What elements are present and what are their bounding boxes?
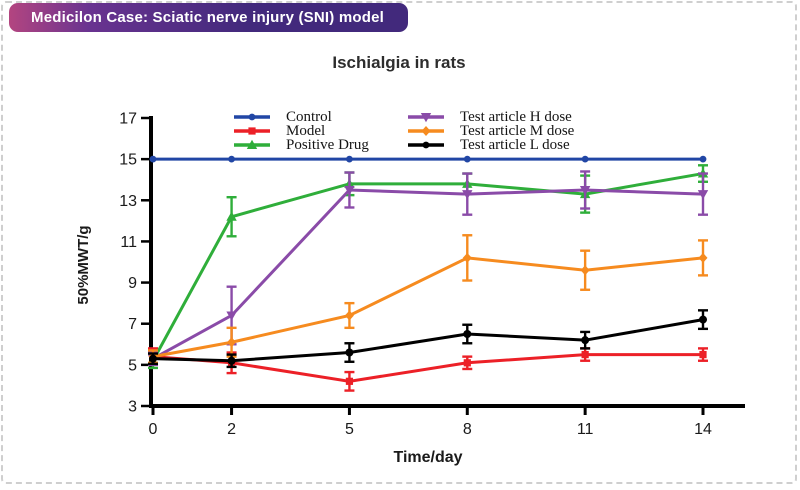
y-tick-label: 5 xyxy=(128,357,137,374)
x-tick-label: 14 xyxy=(694,421,712,438)
y-tick-label: 15 xyxy=(119,152,137,169)
y-tick-label: 17 xyxy=(119,111,137,128)
x-tick-label: 2 xyxy=(227,421,236,438)
legend-label: Test article H dose xyxy=(460,109,572,125)
axes: 3 5 7 9 11 13 15 17 0 2 5 8 11 14 xyxy=(119,111,745,438)
series-control xyxy=(149,155,707,163)
legend-item: Test article M dose xyxy=(407,123,575,139)
legend-marker-triangle-up-icon xyxy=(234,139,270,149)
legend-item: Control xyxy=(233,109,369,125)
legend-label: Test article L dose xyxy=(460,137,570,153)
y-axis-label: 50%MWT/g xyxy=(75,225,92,305)
legend-marker-circle-icon xyxy=(234,113,270,121)
series-test-article-l-dose xyxy=(148,309,708,369)
legend-label: Test article M dose xyxy=(460,123,575,139)
y-tick-label: 13 xyxy=(119,193,137,210)
chart-plot: 3 5 7 9 11 13 15 17 0 2 5 8 11 14 xyxy=(119,111,745,438)
x-tick-label: 8 xyxy=(463,421,472,438)
series-test-article-m-dose xyxy=(148,234,708,364)
chart-title: Ischialgia in rats xyxy=(332,53,466,72)
legend-item: Model xyxy=(233,123,369,139)
x-tick-label: 5 xyxy=(345,421,354,438)
chart-legend-left: Control Model Positive Drug xyxy=(233,109,369,153)
legend-label: Positive Drug xyxy=(286,137,369,153)
legend-label: Control xyxy=(286,109,332,125)
y-tick-label: 7 xyxy=(128,316,137,333)
legend-marker-triangle-down-icon xyxy=(408,113,444,123)
legend-marker-circle-icon xyxy=(408,141,444,149)
y-tick-label: 9 xyxy=(128,275,137,292)
chart-legend-right: Test article H dose Test article M dose Te… xyxy=(407,109,575,153)
x-tick-label: 11 xyxy=(577,421,594,438)
y-tick-label: 11 xyxy=(120,234,137,251)
legend-marker-square-icon xyxy=(234,127,270,135)
x-axis-label: Time/day xyxy=(393,449,463,466)
legend-item: Positive Drug xyxy=(233,137,369,153)
legend-marker-diamond-icon xyxy=(408,126,444,136)
legend-item: Test article L dose xyxy=(407,137,574,153)
legend-label: Model xyxy=(286,123,326,139)
y-tick-label: 3 xyxy=(128,399,137,416)
x-tick-label: 0 xyxy=(149,421,158,438)
case-badge: Medicilon Case: Sciatic nerve injury (SN… xyxy=(9,3,409,32)
legend-item: Test article H dose xyxy=(407,109,574,125)
